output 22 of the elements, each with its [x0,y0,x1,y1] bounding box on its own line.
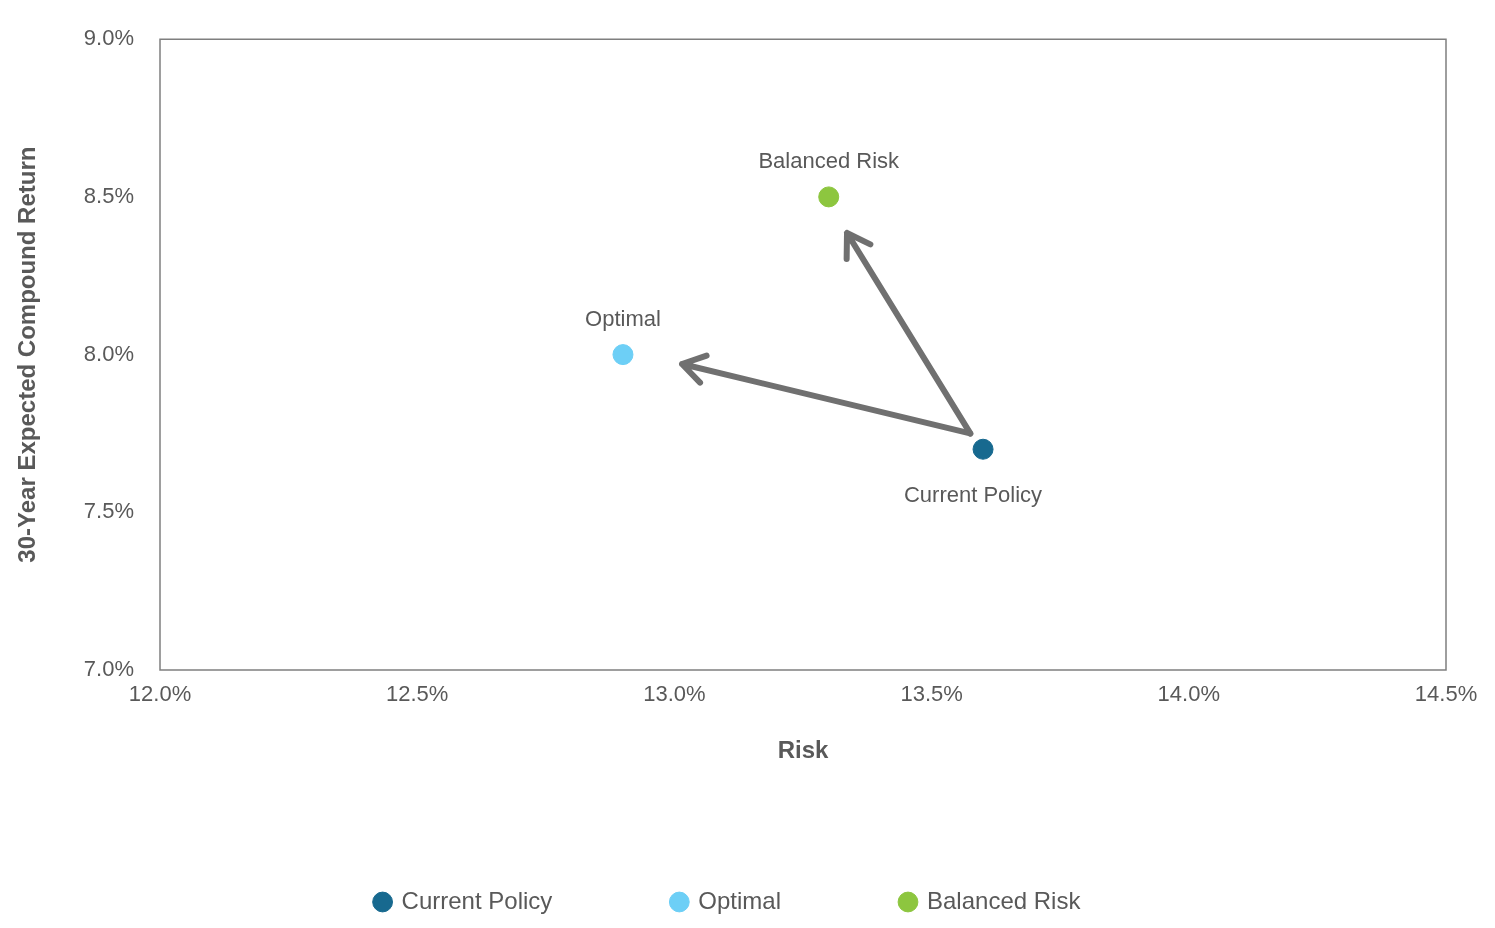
legend-label: Optimal [698,886,781,914]
point [612,344,634,366]
point [818,186,840,208]
x-tick-label: 13.5% [900,681,963,707]
text: Balanced Risk [758,147,900,173]
point [972,438,994,460]
y-tick-label: 7.0% [83,656,134,682]
y-axis-title: 30-Year Expected Compound Return [13,146,41,563]
y-tick-label: 8.5% [83,182,134,208]
text: Current Policy [903,482,1043,508]
legend-label: Balanced Risk [927,886,1082,914]
y-tick-label: 8.0% [83,340,134,366]
text: Optimal [585,305,661,331]
x-tick-label: 14.0% [1157,681,1220,707]
x-tick-label: 12.0% [128,681,192,707]
x-axis-title: Risk [777,736,829,764]
y-tick-label: 9.0% [83,25,134,51]
y-tick-label: 7.5% [83,498,134,524]
x-tick-label: 13.0% [643,681,706,707]
legend-label: Current Policy [401,886,553,914]
x-tick-label: 12.5% [386,681,449,707]
x-tick-label: 14.5% [1414,681,1478,707]
